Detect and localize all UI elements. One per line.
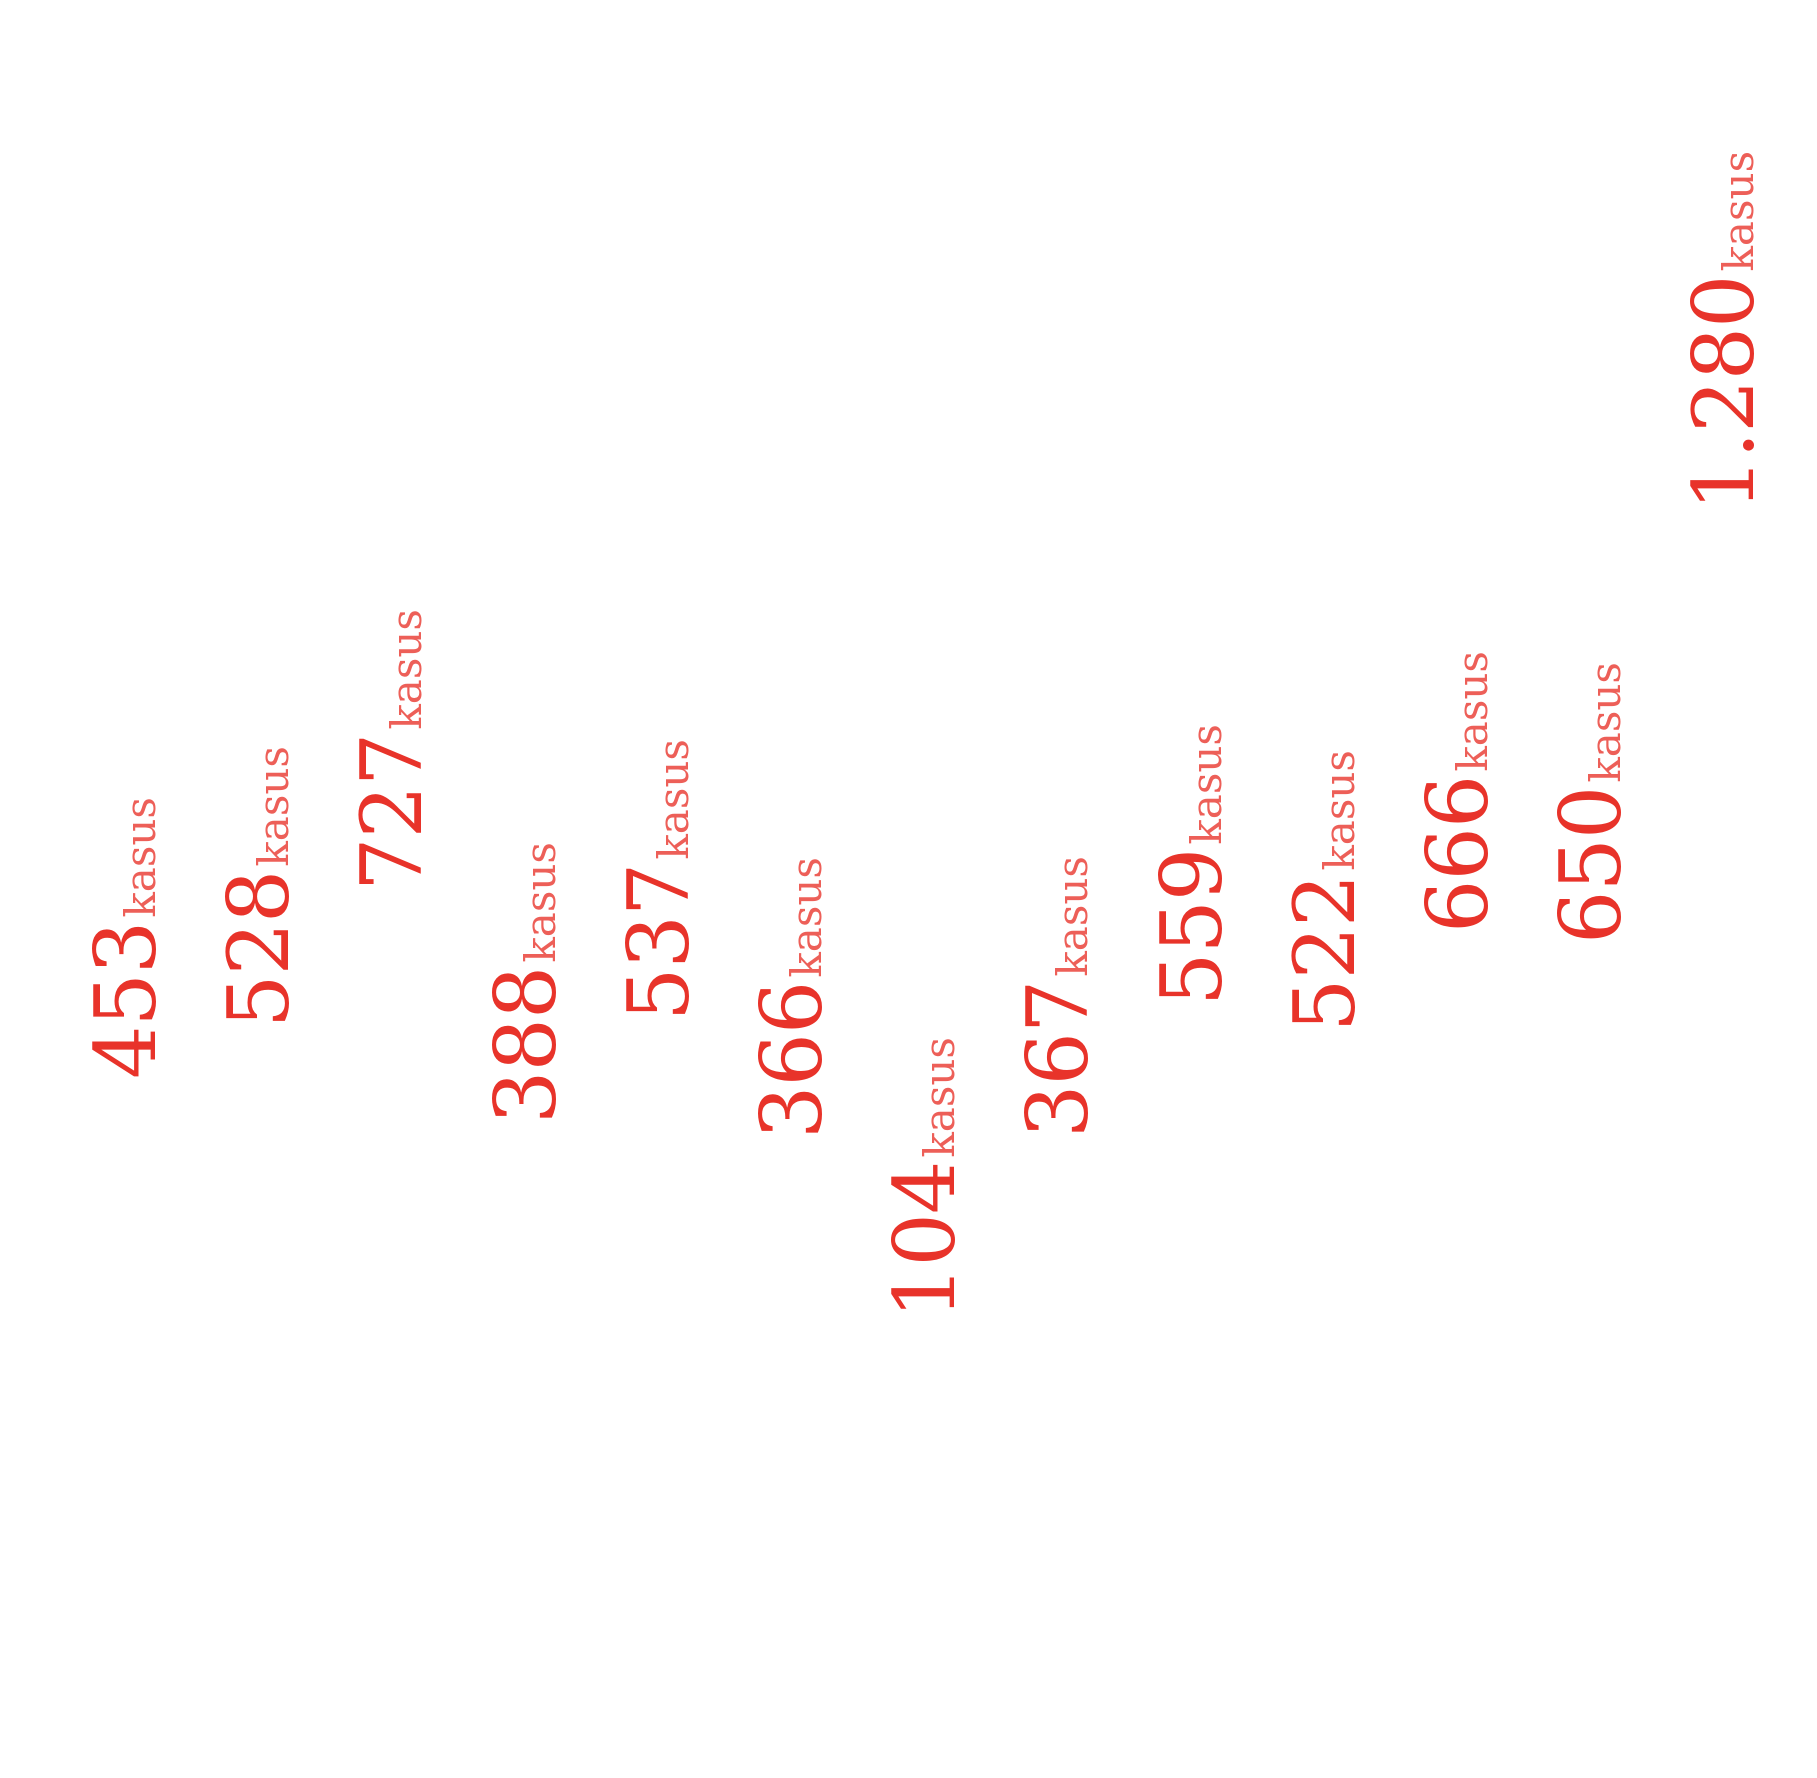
value-number: 366 (1808, 981, 1817, 1139)
value-label: 537kasus (610, 739, 708, 1021)
value-label: 388kasus (477, 841, 575, 1124)
value-number: 559 (1142, 848, 1241, 1007)
value-label: 666kasus (1409, 650, 1507, 933)
value-unit: kasus (1181, 724, 1231, 845)
value-label: 1.280kasus (1675, 150, 1773, 510)
value-label: 528kasus (210, 745, 308, 1028)
value-number: 367 (1009, 980, 1108, 1139)
value-unit: kasus (648, 739, 698, 860)
value-label: 522kasus (1276, 749, 1374, 1032)
value-number: 453 (77, 921, 175, 1080)
value-label: 559kasus (1143, 724, 1241, 1006)
value-number: 528 (210, 870, 309, 1028)
value-unit: kasus (915, 1037, 965, 1158)
value-label: 367kasus (1009, 856, 1107, 1138)
value-unit: kasus (382, 608, 432, 730)
value-number: 388 (476, 966, 575, 1124)
value-number: 104 (876, 1161, 975, 1319)
value-unit: kasus (1048, 856, 1098, 977)
value-unit: kasus (249, 745, 299, 867)
value-number: 522 (1275, 874, 1374, 1032)
value-unit: kasus (1448, 650, 1497, 772)
value-unit: kasus (116, 797, 165, 918)
value-unit: kasus (515, 841, 565, 963)
value-label: 727kasus (343, 608, 441, 891)
value-number: 666 (1409, 775, 1507, 933)
value-number: 650 (1542, 786, 1641, 944)
value-number: 727 (343, 733, 442, 891)
value-unit: kasus (1581, 661, 1631, 783)
value-unit: kasus (1714, 150, 1764, 272)
value-label: 650kasus (1542, 661, 1640, 944)
value-label: 366kasus (743, 856, 841, 1139)
value-unit: kasus (782, 856, 831, 978)
value-number: 537 (609, 863, 708, 1022)
value-label: 104kasus (876, 1037, 974, 1319)
value-number: 366 (743, 981, 841, 1139)
value-unit: kasus (1314, 749, 1364, 871)
value-label: 453kasus (77, 797, 175, 1079)
value-number: 1.280 (1675, 275, 1774, 511)
